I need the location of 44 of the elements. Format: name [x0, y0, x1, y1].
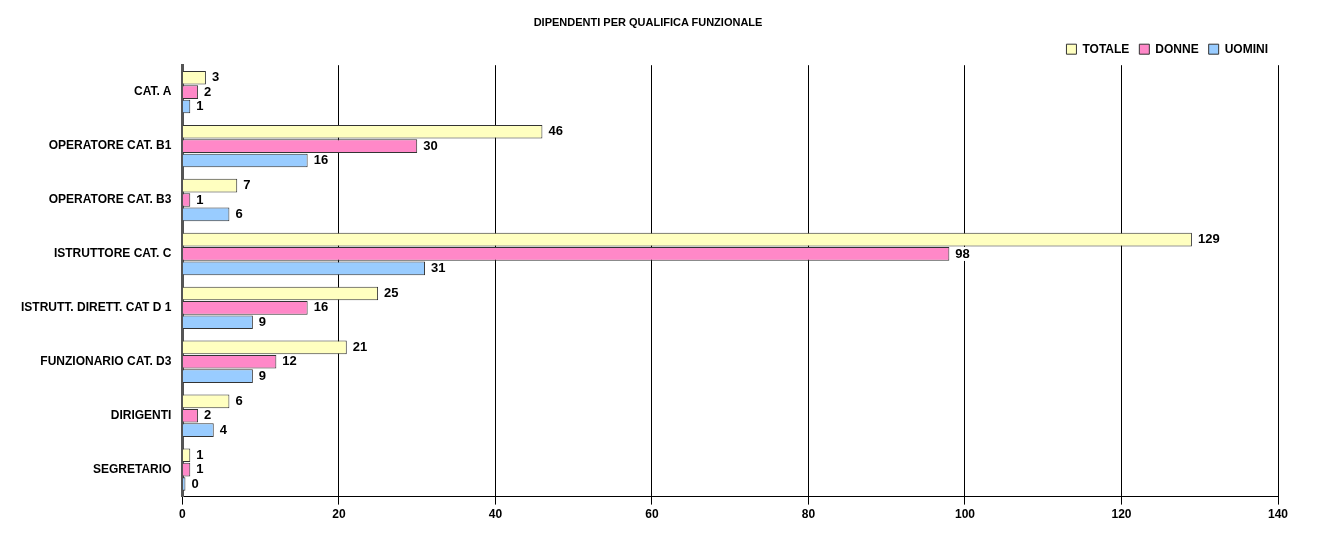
x-tick-label: 0 — [179, 507, 187, 522]
x-tick-label: 140 — [1267, 507, 1289, 522]
data-label: 46 — [548, 123, 563, 139]
data-label: 21 — [352, 338, 368, 354]
data-label: 2 — [204, 407, 212, 423]
y-tick-label: OPERATORE CAT. B1 — [48, 138, 172, 153]
data-label: 12 — [282, 353, 297, 369]
x-tick-label: 120 — [1111, 507, 1132, 522]
data-label: 25 — [384, 285, 399, 301]
data-label: 4 — [219, 421, 228, 437]
data-label: 1 — [196, 98, 204, 114]
data-label: 31 — [431, 259, 446, 275]
y-tick-label: CAT. A — [134, 84, 172, 99]
legend-label: TOTALE — [1082, 41, 1130, 56]
x-tick-label: 100 — [954, 507, 976, 522]
data-label: 16 — [313, 299, 329, 315]
data-label: 1 — [196, 191, 204, 207]
y-tick-label: FUNZIONARIO CAT. D3 — [40, 354, 172, 369]
data-label: 129 — [1197, 231, 1220, 247]
data-label: 9 — [258, 367, 267, 383]
data-label: 98 — [955, 245, 970, 261]
y-tick-label: ISTRUTT. DIRETT. CAT D 1 — [20, 300, 172, 315]
data-label: 2 — [204, 83, 212, 99]
chart-title: DIPENDENTI PER QUALIFICA FUNZIONALE — [533, 15, 763, 28]
legend-label: UOMINI — [1224, 41, 1269, 56]
x-tick-label: 60 — [645, 507, 659, 522]
data-label: 0 — [191, 475, 199, 491]
x-tick-label: 40 — [488, 507, 503, 522]
y-tick-label: OPERATORE CAT. B3 — [48, 192, 172, 207]
data-label: 3 — [211, 69, 220, 85]
data-label: 1 — [196, 446, 204, 462]
data-label: 7 — [243, 177, 251, 193]
data-label: 16 — [313, 152, 329, 168]
x-tick-label: 80 — [801, 507, 816, 522]
y-tick-label: DIRIGENTI — [110, 408, 172, 423]
x-tick-label: 20 — [332, 507, 346, 522]
data-label: 1 — [196, 461, 204, 477]
y-tick-label: SEGRETARIO — [92, 461, 172, 476]
y-tick-label: ISTRUTTORE CAT. C — [53, 246, 172, 261]
data-label: 9 — [258, 313, 267, 329]
data-label: 30 — [423, 137, 438, 153]
legend-label: DONNE — [1155, 41, 1199, 56]
data-label: 6 — [235, 392, 243, 408]
data-label: 6 — [235, 205, 243, 221]
